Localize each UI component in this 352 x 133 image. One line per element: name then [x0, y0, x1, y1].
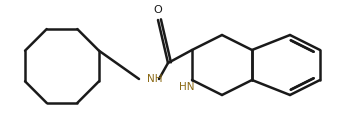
Text: NH: NH	[147, 74, 163, 84]
Text: O: O	[153, 5, 162, 15]
Text: HN: HN	[179, 82, 195, 92]
